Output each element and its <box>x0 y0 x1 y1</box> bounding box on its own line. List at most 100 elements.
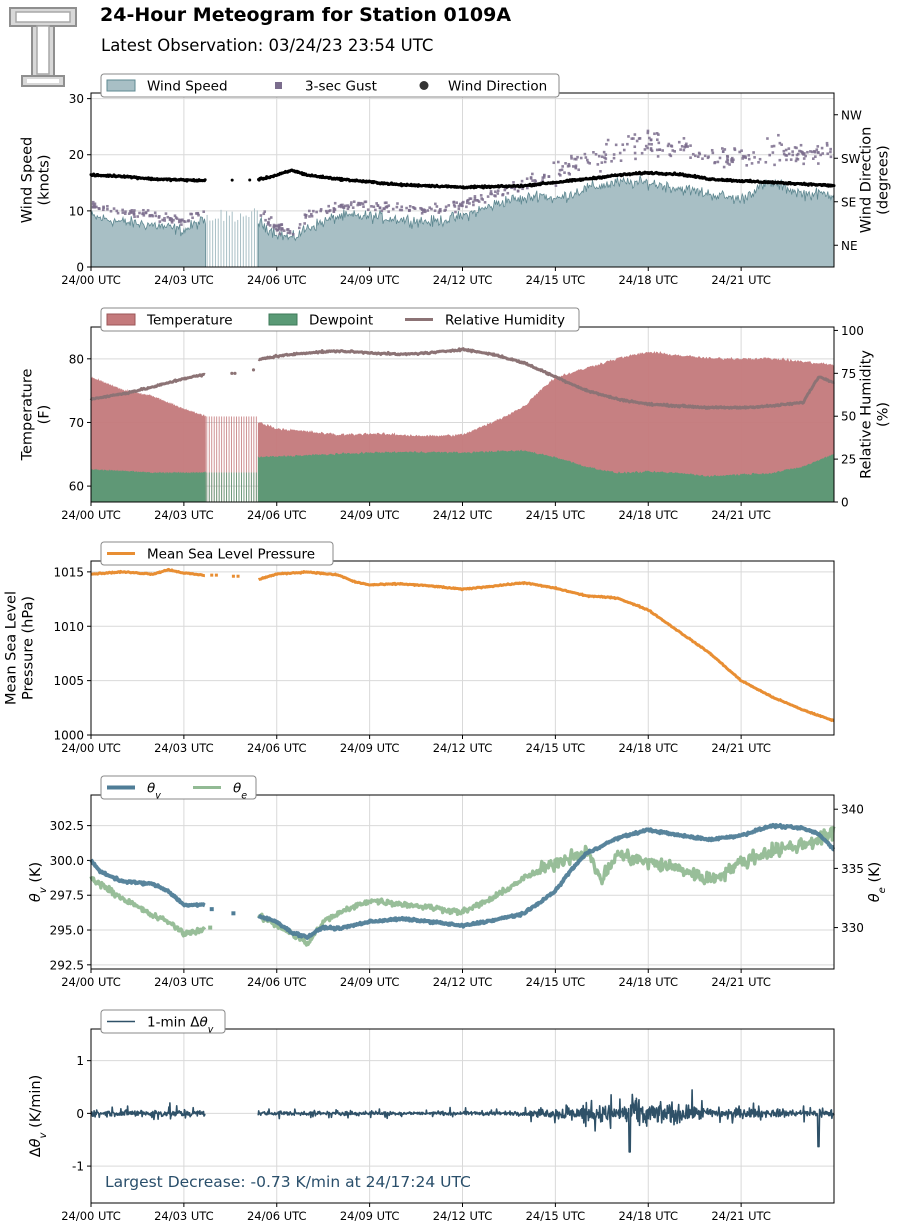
gust-point <box>132 212 136 216</box>
gust-point <box>666 144 670 148</box>
gust-point <box>726 155 730 158</box>
gust-point <box>400 205 404 209</box>
gust-point <box>649 138 653 142</box>
gust-point <box>635 139 639 143</box>
gust-point <box>315 210 318 214</box>
wind-speed-area <box>257 175 835 268</box>
gust-point <box>605 142 608 146</box>
panel-pressure: 24/00 UTC 24/03 UTC 24/06 UTC 24/09 UTC 24/1… <box>4 541 835 755</box>
gust-point <box>264 218 267 222</box>
gust-point <box>679 148 682 151</box>
gust-point <box>817 162 820 165</box>
gust-point <box>811 150 814 154</box>
gust-point <box>747 153 751 157</box>
gust-point <box>333 201 337 205</box>
x-tick-label: 24/21 UTC <box>711 508 771 522</box>
x-tick-label: 24/06 UTC <box>247 741 307 755</box>
gust-point <box>180 223 183 226</box>
gust-point <box>520 179 524 183</box>
theta-v-point <box>209 907 214 912</box>
y-tick-label: 70 <box>69 416 84 430</box>
gust-point <box>170 219 174 223</box>
x-tick-label: 24/09 UTC <box>340 975 400 989</box>
y-axis-label: (F) <box>37 405 53 425</box>
gust-point <box>124 210 127 213</box>
gust-point <box>380 209 384 213</box>
pressure-point <box>231 574 235 578</box>
gust-point <box>655 148 659 152</box>
gust-point <box>133 215 136 219</box>
gust-point <box>670 145 674 148</box>
gust-point <box>395 205 399 209</box>
gust-point <box>696 155 700 158</box>
gust-point <box>308 209 311 213</box>
gust-point <box>370 205 373 208</box>
panel-wind: 24/00 UTC 24/03 UTC 24/06 UTC 24/09 UTC 24/1… <box>20 73 892 287</box>
y-tick-label: 297.5 <box>50 889 84 903</box>
y-axis-label: Temperature <box>20 369 36 462</box>
y-tick-label: 292.5 <box>50 958 84 972</box>
gust-point <box>600 161 604 164</box>
gust-point <box>453 205 457 208</box>
gust-point <box>433 209 437 213</box>
gust-point <box>814 155 817 158</box>
gust-point <box>711 151 715 155</box>
gust-point <box>168 218 172 222</box>
gust-point <box>153 211 157 215</box>
legend-swatch <box>275 82 282 89</box>
y-tick-label: 295.0 <box>50 924 84 938</box>
gust-point <box>785 158 788 162</box>
gust-point <box>93 202 97 206</box>
legend-label: θv <box>147 781 161 802</box>
gust-point <box>516 189 520 193</box>
y2-tick-label: 25 <box>841 453 856 467</box>
x-tick-label: 24/03 UTC <box>154 273 214 287</box>
gust-point <box>197 213 200 217</box>
gust-point <box>521 187 524 191</box>
y2-axis-label: Wind Direction <box>859 127 875 234</box>
gust-point <box>640 151 644 155</box>
gust-point <box>489 190 493 193</box>
gust-point <box>177 220 181 224</box>
latest-observation: Latest Observation: 03/24/23 23:54 UTC <box>101 36 434 55</box>
x-tick-label: 24/21 UTC <box>711 741 771 755</box>
humidity-point <box>233 371 237 375</box>
gust-point <box>694 154 697 158</box>
y2-tick-label: 0 <box>841 496 849 510</box>
gust-point <box>347 205 351 209</box>
gust-point <box>728 163 731 166</box>
gust-point <box>829 150 832 154</box>
gust-point <box>778 141 782 145</box>
gust-point <box>542 176 546 179</box>
gust-point <box>707 155 710 158</box>
gust-point <box>564 162 567 165</box>
humidity-point <box>230 371 234 375</box>
gust-point <box>820 146 824 150</box>
gust-point <box>130 209 134 212</box>
gust-point <box>627 135 630 138</box>
y-axis-label: θv (K) <box>28 862 49 902</box>
gust-point <box>773 163 776 167</box>
y2-tick-label: 340 <box>841 803 864 817</box>
gust-point <box>161 218 164 222</box>
gust-point <box>286 231 290 235</box>
gust-point <box>653 132 656 136</box>
humidity-point <box>251 368 256 372</box>
gust-point <box>656 155 660 158</box>
gust-point <box>350 201 353 204</box>
gust-point <box>142 214 146 217</box>
gust-point <box>408 205 412 208</box>
y-tick-label: -1 <box>72 1160 84 1174</box>
gust-point <box>586 158 589 162</box>
gust-point <box>795 146 798 150</box>
gust-point <box>571 165 575 168</box>
x-tick-label: 24/21 UTC <box>711 975 771 989</box>
y-axis-label: Δθv (K/min) <box>28 1075 49 1157</box>
gust-point <box>196 211 199 215</box>
gust-point <box>619 159 623 163</box>
gust-point <box>473 197 477 200</box>
x-tick-label: 24/15 UTC <box>526 975 586 989</box>
gust-point <box>795 157 799 160</box>
legend-swatch <box>268 313 298 326</box>
gust-point <box>671 149 675 152</box>
